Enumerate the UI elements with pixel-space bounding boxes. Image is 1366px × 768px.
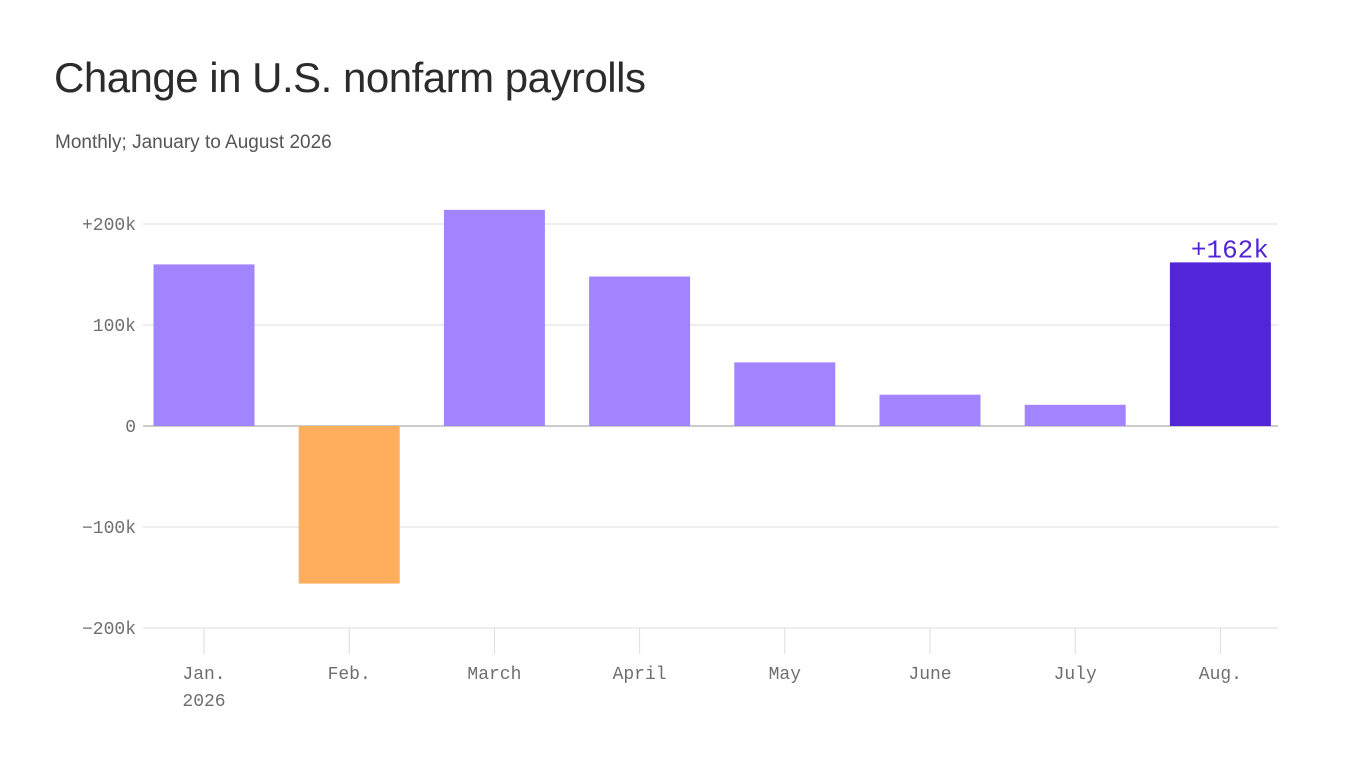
bar <box>298 426 400 584</box>
bar <box>1024 404 1126 426</box>
x-tick-label: Jan. <box>182 665 225 685</box>
y-tick-label: −200k <box>82 620 136 640</box>
bar <box>879 394 981 426</box>
x-tick-label: May <box>769 665 802 685</box>
x-tick-label: Feb. <box>328 665 371 685</box>
bar <box>1169 262 1271 426</box>
x-tick-label: June <box>908 665 951 685</box>
x-tick-label: March <box>467 665 521 685</box>
y-tick-label: 100k <box>93 317 136 337</box>
x-tick-label: Aug. <box>1199 665 1242 685</box>
y-tick-label: −100k <box>82 519 136 539</box>
chart-title: Change in U.S. nonfarm payrolls <box>54 54 646 101</box>
x-tick-label: July <box>1054 665 1097 685</box>
bar <box>153 264 255 426</box>
y-tick-label: 0 <box>125 418 136 438</box>
x-tick-sublabel: 2026 <box>182 692 225 712</box>
y-tick-label: +200k <box>82 216 136 236</box>
chart-subtitle: Monthly; January to August 2026 <box>55 132 332 153</box>
bar <box>443 209 545 426</box>
bar <box>734 362 836 426</box>
x-tick-label: April <box>613 665 667 685</box>
highlight-value-label: +162k <box>1191 235 1269 265</box>
bar <box>589 276 691 426</box>
